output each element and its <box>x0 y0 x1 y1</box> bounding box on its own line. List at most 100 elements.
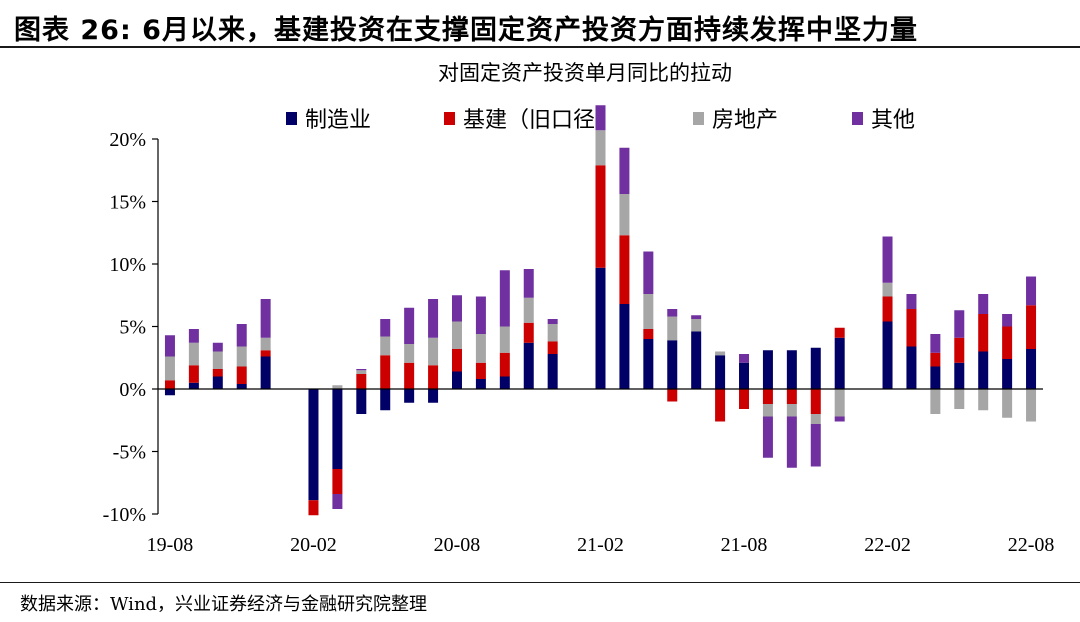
bar-segment <box>882 282 893 297</box>
x-axis: 19-08 20-02 20-08 21-02 21-08 22-02 22-08 <box>147 388 1055 556</box>
bar-segment <box>930 334 941 353</box>
bar-segment <box>739 389 750 409</box>
bar-segment <box>547 319 558 324</box>
bar-segment <box>715 355 726 389</box>
y-tick-label: 10% <box>109 254 146 276</box>
bar-segment <box>595 165 606 268</box>
bar-segment <box>619 194 630 236</box>
bar-segment <box>475 296 486 334</box>
bar-segment <box>930 352 941 367</box>
bar-segment <box>786 416 797 468</box>
bar-segment <box>188 329 199 343</box>
bar-segment <box>308 500 319 516</box>
bar-segment <box>667 340 678 389</box>
bar-segment <box>715 389 726 422</box>
x-tick-label: 20-08 <box>434 534 481 556</box>
bar-segment <box>667 316 678 341</box>
bar-segment <box>810 389 821 414</box>
bar-segment <box>188 342 199 366</box>
bar-segment <box>739 362 750 389</box>
y-tick-label: -5% <box>113 442 146 464</box>
bar-segment <box>691 319 702 332</box>
bar-segment <box>404 307 415 344</box>
y-axis: 20% 15% 10% 5% 0% -5% -10% <box>103 129 159 526</box>
bar-segment <box>499 352 510 377</box>
bar-segment <box>882 236 893 283</box>
bar-segment <box>786 350 797 389</box>
bar-segment <box>786 389 797 404</box>
bar-segment <box>164 356 175 381</box>
bar-segment <box>834 337 845 389</box>
bar-segment <box>595 267 606 389</box>
x-tick-label: 19-08 <box>147 534 194 556</box>
bar-segment <box>356 369 367 371</box>
bar-segment <box>930 366 941 389</box>
bar-segment <box>380 319 391 337</box>
bar-segment <box>954 337 965 363</box>
bar-segment <box>164 380 175 389</box>
bar-segment <box>404 344 415 363</box>
bar-segment <box>715 351 726 356</box>
bar-segment <box>595 105 606 131</box>
legend-item: 房地产 <box>693 107 778 132</box>
bar-segment <box>547 341 558 354</box>
bar-segment <box>930 389 941 414</box>
bar-segment <box>906 309 917 347</box>
x-tick-label: 22-02 <box>864 534 911 556</box>
bar-segment <box>978 351 989 389</box>
bar-segment <box>1002 389 1013 418</box>
bar-segment <box>236 346 247 367</box>
bar-segment <box>380 336 391 356</box>
bar-segment <box>762 404 773 417</box>
bar-segment <box>667 309 678 317</box>
bar-segment <box>451 349 462 372</box>
bar-segment <box>404 389 415 403</box>
x-tick-label: 22-08 <box>1008 534 1055 556</box>
y-tick-label: -10% <box>103 504 146 526</box>
bar-segment <box>834 327 845 338</box>
chart-legend: 制造业 基建（旧口径） 房地产 其他 <box>286 107 915 132</box>
figure-title: 图表 26: 6月以来，基建投资在支撑固定资产投资方面持续发挥中坚力量 <box>14 15 918 46</box>
bar-segment <box>332 385 343 389</box>
bar-segment <box>236 324 247 347</box>
y-tick-label: 15% <box>109 192 146 214</box>
bar-segment <box>547 324 558 342</box>
bar-segment <box>643 329 654 339</box>
bar-segment <box>810 414 821 424</box>
bar-segment <box>499 376 510 389</box>
bar-segment <box>475 379 486 389</box>
bar-segment <box>906 294 917 309</box>
bar-segment <box>1026 276 1037 306</box>
bar-segment <box>786 404 797 417</box>
bar-segment <box>380 389 391 411</box>
bar-segment <box>332 494 343 509</box>
x-tick-label: 20-02 <box>290 534 337 556</box>
bar-segment <box>691 315 702 319</box>
bar-segment <box>762 350 773 389</box>
bar-segment <box>1026 389 1037 422</box>
bar-segment <box>260 337 271 351</box>
bar-segment <box>451 371 462 389</box>
bar-segment <box>475 362 486 379</box>
x-tick-label: 21-08 <box>721 534 768 556</box>
bar-segment <box>332 389 343 469</box>
bar-segment <box>523 269 534 298</box>
bar-segment <box>954 362 965 389</box>
bar-segment <box>164 389 175 396</box>
legend-swatch <box>852 112 863 125</box>
bar-segment <box>428 389 439 403</box>
bar-segment <box>1002 314 1013 327</box>
legend-item: 其他 <box>852 107 915 132</box>
bar-segment <box>188 382 199 389</box>
legend-label: 基建（旧口径） <box>463 107 617 132</box>
bar-segment <box>212 342 223 352</box>
bar-segment <box>643 339 654 389</box>
chart-title: 对固定资产投资单月同比的拉动 <box>438 61 732 85</box>
bar-segment <box>499 270 510 327</box>
legend-swatch <box>286 112 297 125</box>
bar-segment <box>810 347 821 389</box>
bar-segment <box>547 354 558 389</box>
bar-segment <box>475 334 486 363</box>
bar-segment <box>212 369 223 377</box>
bar-segment <box>1026 349 1037 389</box>
